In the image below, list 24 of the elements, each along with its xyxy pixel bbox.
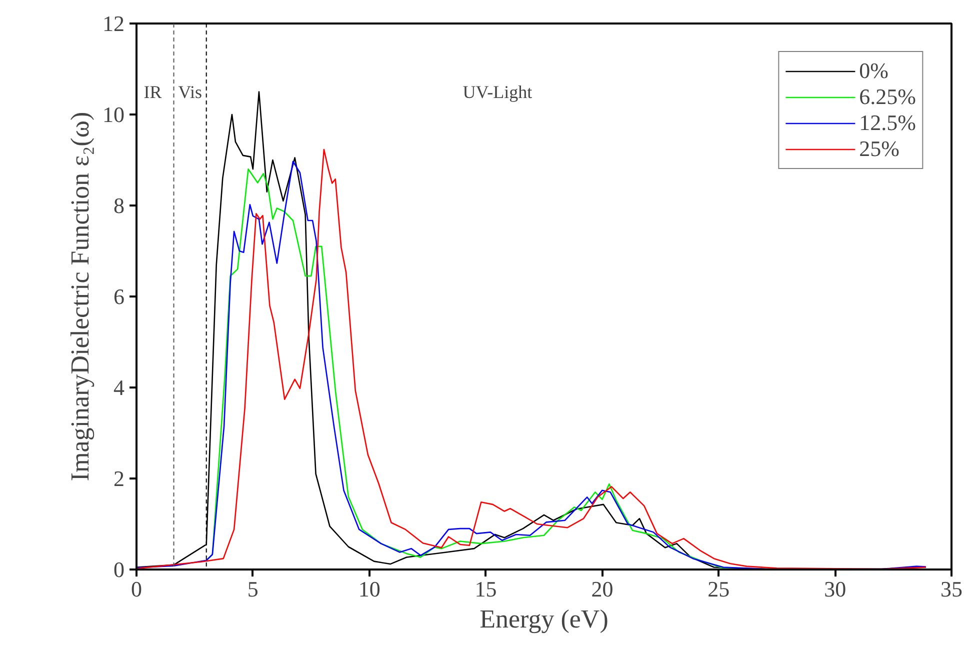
x-tick-label: 5 (247, 576, 258, 602)
y-tick-label: 10 (102, 102, 124, 127)
x-tick-label: 20 (591, 576, 614, 602)
y-tick-label: 12 (102, 11, 124, 36)
x-tick-label: 15 (474, 576, 497, 602)
y-tick-label: 4 (114, 375, 124, 400)
y-tick-label: 6 (114, 284, 124, 309)
y-tick-label: 8 (114, 193, 124, 218)
annotation: Vis (178, 82, 202, 102)
x-tick-label: 35 (940, 576, 962, 602)
x-tick-label: 30 (824, 576, 846, 602)
x-tick-label: 25 (708, 576, 730, 602)
annotation: IR (144, 82, 162, 102)
x-tick-label: 0 (131, 576, 142, 602)
legend-label: 6.25% (859, 84, 916, 110)
x-axis-title: Energy (eV) (480, 604, 608, 634)
legend-label: 25% (859, 136, 900, 162)
legend-label: 12.5% (859, 110, 916, 136)
legend-label: 0% (859, 58, 888, 84)
y-tick-label: 2 (114, 466, 124, 491)
x-tick-label: 10 (358, 576, 380, 602)
y-axis-title: ImaginaryDielectric Function ε₂(ω) (66, 112, 94, 482)
y-tick-label: 0 (114, 557, 124, 582)
annotation: UV-Light (462, 82, 532, 102)
